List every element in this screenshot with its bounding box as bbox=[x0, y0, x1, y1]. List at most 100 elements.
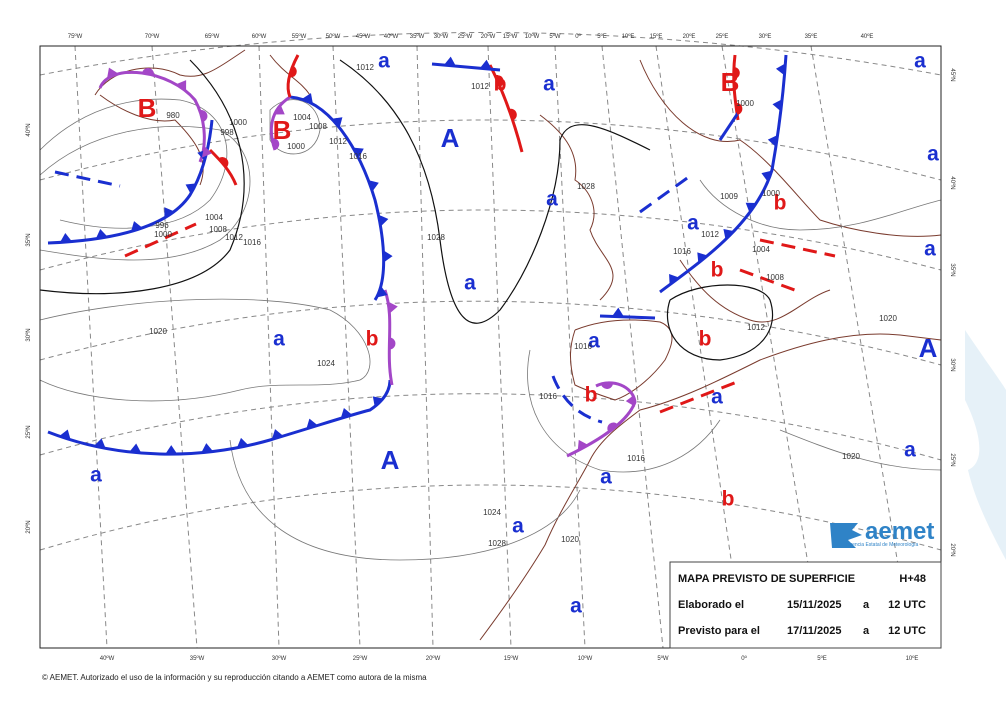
meridian bbox=[151, 45, 198, 649]
front-triangle bbox=[301, 93, 313, 104]
front-triangle bbox=[340, 407, 353, 419]
info-box: MAPA PREVISTO DE SUPERFICIE H+48 Elaborado… bbox=[669, 561, 942, 649]
front-triangle bbox=[611, 307, 624, 317]
minor-low: b bbox=[585, 384, 598, 407]
front-triangle bbox=[479, 59, 492, 70]
isobar-label: 1016 bbox=[627, 454, 645, 463]
front-triangle bbox=[669, 274, 680, 285]
info-cell: a bbox=[863, 625, 870, 637]
longitude-label: 10ºE bbox=[906, 655, 919, 662]
isobar-label: 1004 bbox=[752, 245, 770, 254]
minor-high: a bbox=[904, 439, 916, 462]
cold-front bbox=[599, 314, 656, 320]
front-triangle bbox=[236, 437, 249, 448]
parallel bbox=[39, 119, 942, 181]
front-semicircle bbox=[600, 382, 613, 389]
front-triangle bbox=[331, 117, 343, 128]
latitude-label: 25ºN bbox=[25, 425, 32, 438]
front-triangle bbox=[59, 232, 72, 243]
front-symbol bbox=[495, 75, 504, 87]
longitude-label: 15ºW bbox=[503, 33, 518, 40]
cold-front bbox=[718, 109, 742, 141]
low-center: B bbox=[273, 115, 292, 145]
front-symbol bbox=[669, 274, 680, 285]
front-symbol bbox=[218, 157, 229, 168]
front-symbol bbox=[340, 407, 353, 419]
front-semicircle bbox=[735, 102, 743, 115]
isobar-label: 1012 bbox=[701, 230, 719, 239]
front-triangle bbox=[388, 301, 398, 314]
longitude-label: 20ºW bbox=[426, 655, 441, 662]
front-symbol bbox=[697, 252, 708, 264]
isobar bbox=[39, 298, 371, 402]
minor-low: b bbox=[366, 328, 379, 351]
fronts bbox=[47, 54, 836, 458]
minor-high: a bbox=[90, 464, 102, 487]
isobar-label: 980 bbox=[166, 111, 180, 120]
isobar-label: 996 bbox=[155, 221, 169, 230]
longitude-label: 75ºW bbox=[68, 33, 83, 40]
longitude-label: 5ºE bbox=[597, 33, 607, 40]
front-symbol bbox=[131, 221, 143, 232]
isobar-label: 1012 bbox=[471, 82, 489, 91]
front-symbol bbox=[93, 438, 106, 449]
front-symbol bbox=[201, 145, 212, 158]
front-triangle bbox=[95, 228, 108, 239]
logo-mark bbox=[830, 523, 862, 548]
front-triangle bbox=[306, 418, 318, 429]
isobar bbox=[339, 59, 651, 324]
isobar-label: 1000 bbox=[154, 230, 172, 239]
front-symbol bbox=[368, 180, 379, 192]
parallel bbox=[39, 32, 942, 76]
isobar-label: 1028 bbox=[488, 539, 506, 548]
minor-high: a bbox=[546, 188, 558, 211]
front-symbol bbox=[201, 443, 214, 453]
longitude-label: 35ºW bbox=[410, 33, 425, 40]
minor-high: a bbox=[924, 238, 936, 261]
info-cell: 12 UTC bbox=[888, 599, 926, 611]
minor-high: a bbox=[464, 272, 476, 295]
longitude-label: 50ºW bbox=[326, 33, 341, 40]
warm-front bbox=[208, 148, 238, 186]
coast bbox=[479, 333, 942, 641]
front-symbol bbox=[775, 63, 786, 76]
front-triangle bbox=[372, 396, 384, 408]
front-symbol bbox=[129, 443, 142, 454]
longitude-label: 25ºW bbox=[353, 655, 368, 662]
footer: © AEMET. Autorizado el uso de la informa… bbox=[42, 673, 427, 682]
longitude-label: 60ºW bbox=[252, 33, 267, 40]
front-symbol bbox=[600, 382, 613, 389]
front-symbol bbox=[95, 228, 108, 239]
parallel bbox=[39, 393, 942, 461]
isobar-label: 1020 bbox=[842, 452, 860, 461]
front-symbol bbox=[723, 228, 735, 240]
longitude-label: 70ºW bbox=[145, 33, 160, 40]
minor-high: a bbox=[914, 50, 926, 73]
isobar-label: 1012 bbox=[747, 323, 765, 332]
front-symbol bbox=[273, 104, 285, 115]
longitude-label: 25ºE bbox=[716, 33, 729, 40]
front-symbol bbox=[301, 93, 313, 104]
info-cell: Previsto para el bbox=[678, 625, 760, 637]
graticule bbox=[39, 32, 942, 649]
front-semicircle bbox=[288, 65, 297, 78]
front-symbol bbox=[767, 134, 778, 147]
longitude-label: 10ºE bbox=[622, 33, 635, 40]
front-symbol bbox=[142, 68, 154, 76]
info-cell: 17/11/2025 bbox=[787, 625, 841, 637]
longitude-label: 35ºW bbox=[190, 655, 205, 662]
longitude-label: 25ºW bbox=[458, 33, 473, 40]
isobar bbox=[269, 99, 321, 155]
parallel bbox=[39, 484, 942, 551]
front-symbol bbox=[331, 117, 343, 128]
front-semicircle bbox=[508, 108, 517, 121]
minor-high: a bbox=[378, 50, 390, 73]
isobar-label: 1028 bbox=[577, 182, 595, 191]
front-symbol bbox=[288, 65, 297, 78]
isobar-label: 1020 bbox=[879, 314, 897, 323]
latitude-label: 40ºN bbox=[949, 176, 956, 189]
front-triangle bbox=[697, 252, 708, 264]
isobar bbox=[666, 284, 774, 361]
info-cell: 12 UTC bbox=[888, 625, 926, 637]
